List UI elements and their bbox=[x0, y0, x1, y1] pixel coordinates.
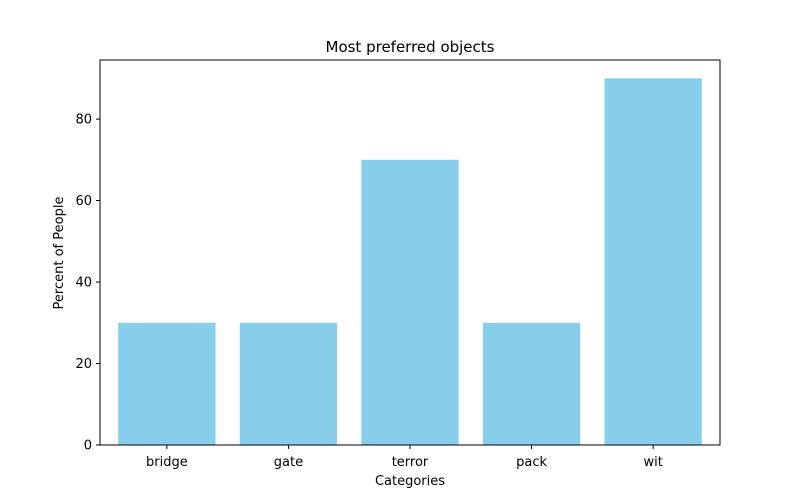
chart-title: Most preferred objects bbox=[326, 38, 495, 56]
y-tick-label: 0 bbox=[84, 439, 92, 454]
plot-frame bbox=[99, 59, 721, 446]
plot-area: bridge gate terror pack wit 0 20 40 60 80 bbox=[75, 59, 721, 470]
x-tick-label: wit bbox=[643, 455, 662, 470]
y-tick-label: 20 bbox=[75, 357, 92, 372]
y-tick-label: 40 bbox=[75, 276, 92, 291]
x-tick-label: terror bbox=[392, 455, 429, 470]
x-tick-label: bridge bbox=[146, 455, 188, 470]
x-tick-label: gate bbox=[274, 455, 303, 470]
bar-terror bbox=[361, 159, 459, 445]
y-tick-label: 80 bbox=[75, 113, 92, 128]
bar-gate bbox=[239, 322, 338, 445]
x-axis-label: Categories bbox=[375, 474, 445, 489]
y-tick-label: 60 bbox=[75, 194, 92, 209]
y-axis-label: Percent of People bbox=[52, 197, 67, 310]
x-tick-label: pack bbox=[516, 455, 547, 470]
bar-pack bbox=[482, 322, 581, 445]
bar-wit bbox=[604, 78, 702, 445]
bar-bridge bbox=[118, 322, 216, 445]
